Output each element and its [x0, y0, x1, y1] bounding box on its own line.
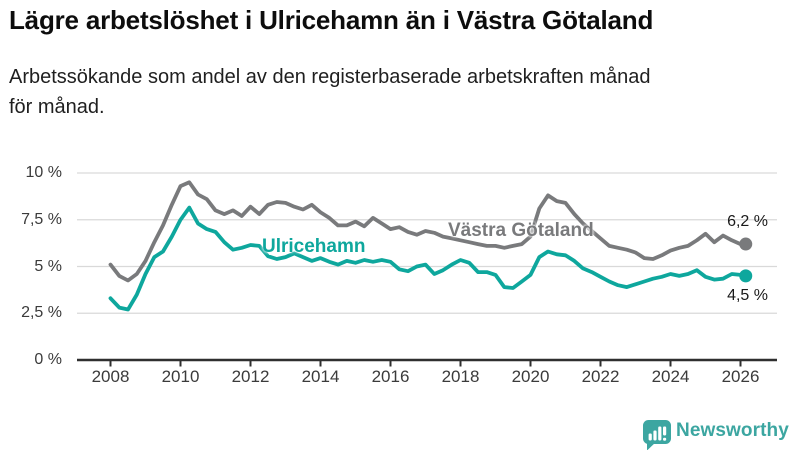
- y-axis-tick-label: 0 %: [34, 351, 62, 368]
- newsworthy-wordmark: Newsworthy: [676, 420, 789, 441]
- newsworthy-logo-icon: [643, 420, 671, 450]
- y-axis-tick-label: 2,5 %: [21, 304, 62, 322]
- x-axis-tick-label: 2020: [511, 367, 550, 386]
- newsworthy-brand: Newsworthy: [640, 417, 800, 450]
- series-end-dot-v-stra-g-taland: [739, 237, 753, 251]
- x-axis-tick-label: 2018: [441, 367, 480, 386]
- x-axis-tick-label: 2008: [91, 367, 130, 386]
- x-axis-tick-label: 2022: [581, 367, 620, 386]
- chart-subtitle: Arbetssökande som andel av den registerb…: [9, 66, 651, 118]
- x-axis-tick-label: 2026: [721, 367, 760, 386]
- y-axis-tick-label: 5 %: [34, 257, 62, 275]
- end-value-ulricehamn: 4,5 %: [727, 287, 768, 304]
- series-label-vastra-gotaland: Västra Götaland: [448, 220, 594, 241]
- y-axis-tick-label: 7,5 %: [21, 210, 62, 228]
- x-axis-tick-label: 2012: [231, 367, 270, 386]
- x-axis-tick-label: 2024: [651, 367, 690, 386]
- series-line-v-stra-g-taland: [108, 180, 748, 283]
- y-axis-tick-label: 10 %: [25, 164, 62, 181]
- series-label-ulricehamn: Ulricehamn: [262, 236, 366, 257]
- page-title: Lägre arbetslöshet i Ulricehamn än i Väs…: [9, 5, 654, 35]
- end-value-vastra-gotaland: 6,2 %: [727, 213, 768, 230]
- series-end-dot-ulricehamn: [739, 269, 753, 283]
- x-axis-tick-label: 2016: [371, 367, 410, 386]
- series-line-ulricehamn: [108, 205, 748, 312]
- x-axis-tick-label: 2010: [161, 367, 200, 386]
- x-axis-tick-label: 2014: [301, 367, 340, 386]
